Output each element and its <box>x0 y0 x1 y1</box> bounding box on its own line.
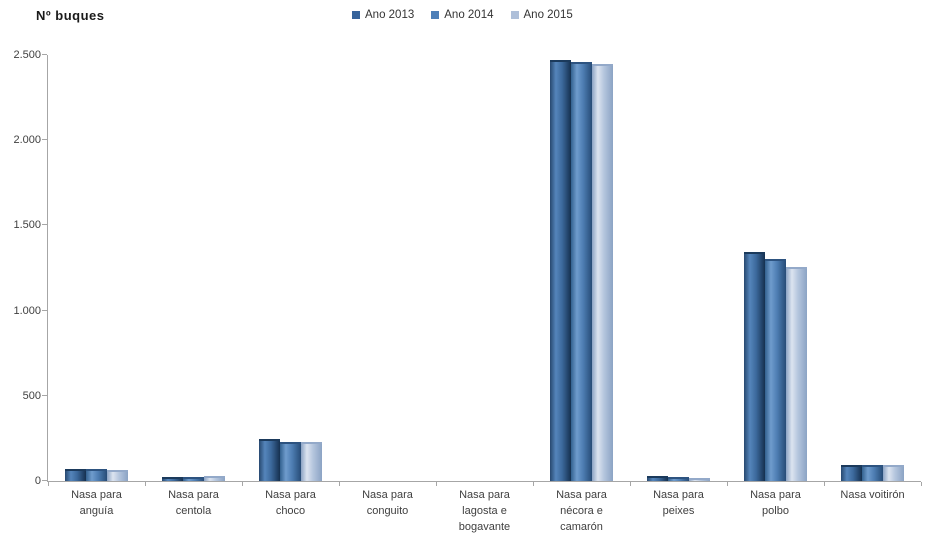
category-label-peixes: Nasa para peixes <box>653 489 704 517</box>
x-tick-mark <box>630 482 631 486</box>
category-label-anguia: Nasa para anguía <box>71 489 122 517</box>
bar-necora-ano-2014 <box>571 61 592 481</box>
bar-group-necora <box>533 59 630 481</box>
y-tick-label: 2.000 <box>13 134 41 147</box>
y-tick-mark <box>42 54 47 55</box>
y-tick-mark <box>42 309 47 311</box>
y-tick-label: 1.000 <box>13 304 41 317</box>
bar-group-peixes <box>630 476 727 481</box>
category-label-lagosta: Nasa para lagosta e bogavante <box>458 489 511 533</box>
legend: Ano 2013 Ano 2014 Ano 2015 <box>352 9 573 21</box>
bar-group-polbo <box>727 252 824 481</box>
bar-anguia-ano-2014 <box>86 469 107 481</box>
legend-item-ano-2013: Ano 2013 <box>352 9 414 21</box>
x-tick-mark <box>339 482 340 486</box>
x-tick-mark <box>48 482 49 486</box>
legend-label: Ano 2014 <box>444 9 494 21</box>
y-tick-label: 1.500 <box>13 219 41 232</box>
bar-anguia-ano-2013 <box>65 468 86 481</box>
x-tick-mark <box>921 482 922 486</box>
category-label-centola: Nasa para centola <box>168 489 219 517</box>
bar-centola-ano-2013 <box>162 476 183 481</box>
bar-necora-ano-2013 <box>550 59 571 481</box>
bar-choco-ano-2015 <box>301 442 322 481</box>
bar-necora-ano-2015 <box>592 64 613 481</box>
y-tick-mark <box>42 224 47 226</box>
bar-polbo-ano-2014 <box>765 259 786 481</box>
bar-choco-ano-2014 <box>280 441 301 481</box>
legend-item-ano-2015: Ano 2015 <box>510 9 573 21</box>
chart-title: Nº buques <box>36 8 105 23</box>
bar-centola-ano-2014 <box>183 476 204 481</box>
bar-voitiron-ano-2013 <box>841 464 862 481</box>
category-label-polbo: Nasa para polbo <box>750 489 801 517</box>
x-tick-mark <box>145 482 146 486</box>
category-label-conguito: Nasa para conguito <box>362 489 413 517</box>
category-label-necora: Nasa para nécora e camarón <box>556 489 607 533</box>
plot-area: Nasa para anguía Nasa para centola Nasa para… <box>13 49 922 533</box>
y-tick-label: 2.500 <box>13 49 41 61</box>
bar-voitiron-ano-2014 <box>862 464 883 481</box>
y-tick-mark <box>42 394 47 396</box>
y-tick-mark <box>42 480 47 481</box>
bar-peixes-ano-2015 <box>689 477 710 481</box>
y-tick-label: 500 <box>22 389 41 402</box>
bar-polbo-ano-2013 <box>744 252 765 481</box>
x-tick-mark <box>824 482 825 486</box>
bar-polbo-ano-2015 <box>786 266 807 481</box>
y-tick-label: 0 <box>34 475 41 487</box>
category-labels: Nasa para anguía Nasa para centola Nasa para… <box>48 487 921 535</box>
legend-label: Ano 2015 <box>523 9 573 21</box>
category-label-choco: Nasa para choco <box>265 489 316 517</box>
legend-swatch-icon <box>352 11 360 19</box>
x-tick-mark <box>436 482 437 486</box>
x-tick-mark <box>727 482 728 486</box>
bar-choco-ano-2013 <box>259 438 280 481</box>
bar-centola-ano-2015 <box>204 475 225 481</box>
bar-group-voitiron <box>824 464 921 481</box>
bar-peixes-ano-2013 <box>647 476 668 481</box>
x-tick-mark <box>533 482 534 486</box>
legend-swatch-icon <box>431 11 440 19</box>
category-label-voitiron: Nasa voitirón <box>840 489 905 501</box>
legend-label: Ano 2013 <box>365 9 415 21</box>
bar-group-anguia <box>48 468 145 481</box>
legend-item-ano-2014: Ano 2014 <box>431 9 494 21</box>
x-tick-mark <box>242 482 243 486</box>
bar-peixes-ano-2014 <box>668 477 689 481</box>
legend-swatch-icon <box>510 11 519 19</box>
bar-groups <box>48 55 921 481</box>
bar-group-choco <box>242 438 339 481</box>
bar-voitiron-ano-2015 <box>883 465 904 481</box>
bar-group-centola <box>145 475 242 481</box>
bar-anguia-ano-2015 <box>107 469 128 481</box>
y-tick-mark <box>42 139 47 141</box>
